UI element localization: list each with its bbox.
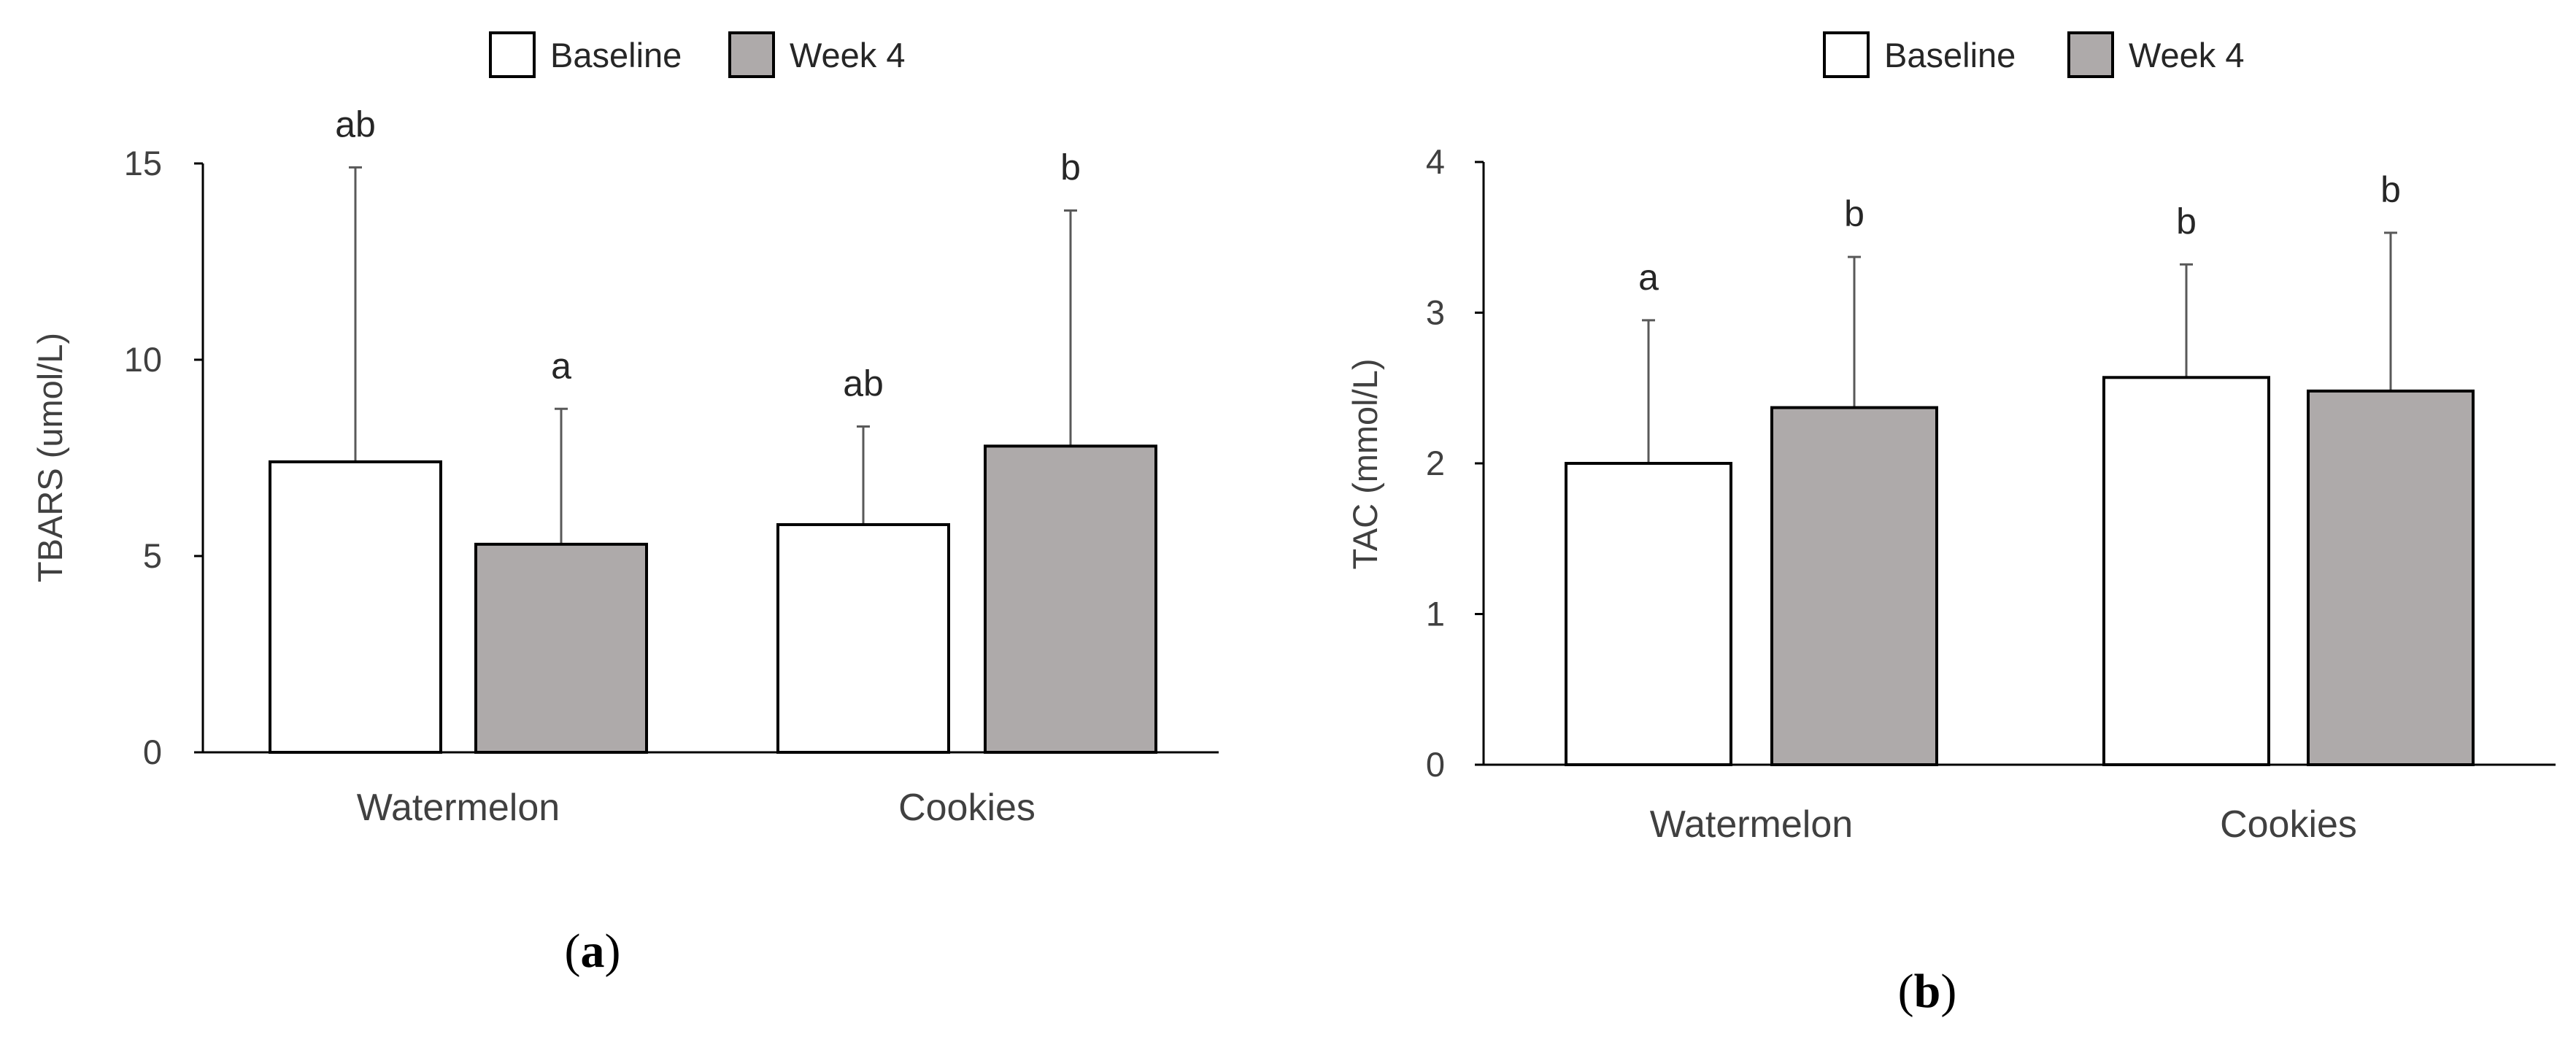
y-tick-label: 4 xyxy=(1426,142,1445,181)
x-category-label: Watermelon xyxy=(357,787,560,829)
panel-label-open: ( xyxy=(1898,965,1914,1018)
significance-label: b xyxy=(1060,147,1081,188)
chart-panel-b: 0 1 2 3 4 TAC (mmol/L) a b Watermelon b b Cookies Ba… xyxy=(1346,31,2556,1018)
x-category-label: Cookies xyxy=(898,787,1036,829)
y-tick-label: 0 xyxy=(143,733,162,771)
significance-label: b xyxy=(2176,201,2197,242)
y-axis-label: TAC (mmol/L) xyxy=(1346,359,1384,570)
y-axis-label: TBARS (umol/L) xyxy=(31,333,69,582)
bar-baseline-cookies xyxy=(776,522,950,755)
panel-label: (a) xyxy=(565,925,621,978)
legend-swatch-baseline xyxy=(489,31,536,78)
y-tick-label: 5 xyxy=(143,536,162,575)
x-category-label: Watermelon xyxy=(1650,803,1853,846)
panel-label-letter: b xyxy=(1914,965,1941,1018)
chart-panel-a: 0 5 10 15 TBARS (umol/L) ab a Watermelon ab b Cook… xyxy=(31,31,1219,978)
panel-label-close: ) xyxy=(605,925,621,978)
bar-baseline-watermelon xyxy=(1565,462,1732,766)
legend-label: Baseline xyxy=(1884,36,2016,74)
x-category-label: Cookies xyxy=(2220,803,2357,846)
legend-swatch-baseline xyxy=(1823,31,1870,78)
y-tick-label: 2 xyxy=(1426,444,1445,482)
y-tick-label: 0 xyxy=(1426,745,1445,784)
panel-label-open: ( xyxy=(565,925,581,978)
panel-label-close: ) xyxy=(1940,965,1956,1018)
bar-week-4-watermelon xyxy=(1770,406,1938,766)
bar-week-4-watermelon xyxy=(474,542,648,754)
significance-label: a xyxy=(1638,257,1659,298)
significance-label: b xyxy=(2380,169,2401,210)
significance-label: b xyxy=(1844,193,1864,234)
legend-label: Week 4 xyxy=(2129,36,2245,74)
panel-label-letter: a xyxy=(581,925,605,978)
legend-label: Week 4 xyxy=(790,36,906,74)
bar-baseline-watermelon xyxy=(269,460,442,754)
y-tick-label: 15 xyxy=(124,144,162,182)
legend-swatch-week-4 xyxy=(728,31,775,78)
significance-label: a xyxy=(551,345,571,386)
y-tick-label: 10 xyxy=(124,340,162,379)
bar-baseline-cookies xyxy=(2102,376,2270,766)
significance-label: ab xyxy=(335,104,376,144)
bar-week-4-cookies xyxy=(984,444,1157,754)
panel-label: (b) xyxy=(1898,965,1957,1018)
legend-swatch-week-4 xyxy=(2067,31,2114,78)
y-tick-label: 1 xyxy=(1426,595,1445,633)
bar-week-4-cookies xyxy=(2307,389,2475,766)
y-tick-label: 3 xyxy=(1426,293,1445,332)
legend-label: Baseline xyxy=(550,36,682,74)
significance-label: ab xyxy=(843,363,884,404)
